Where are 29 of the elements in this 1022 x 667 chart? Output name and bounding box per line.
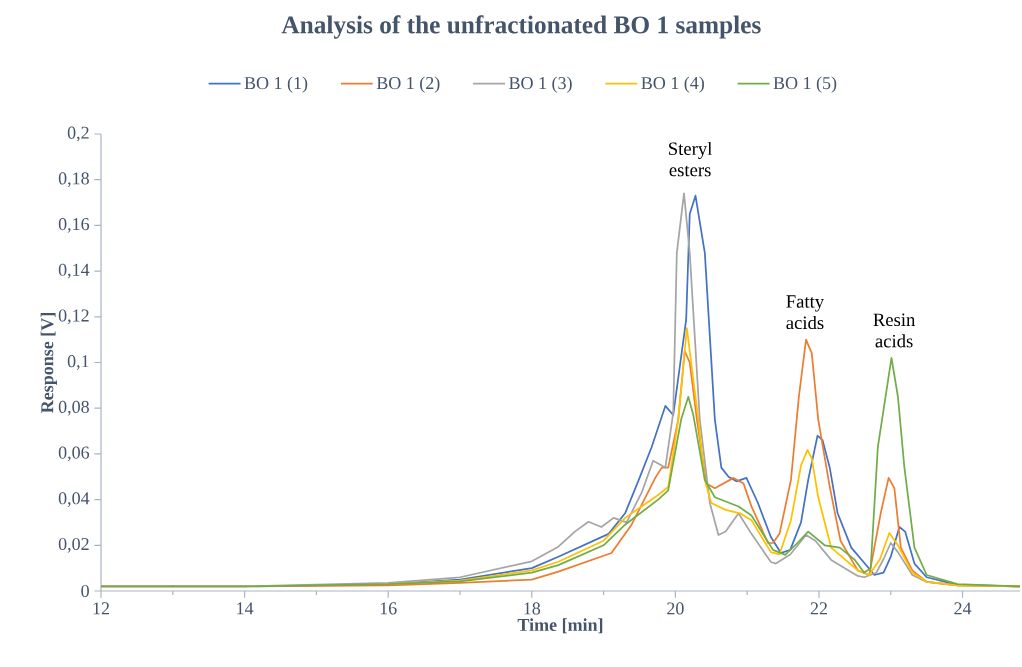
legend-label: BO 1 (5) <box>773 76 837 93</box>
y-axis-title: Response [V] <box>40 313 57 413</box>
x-tick-label: 24 <box>954 602 972 615</box>
annotation: Fatty acids <box>786 295 825 330</box>
y-tick-label: 0,12 <box>58 309 89 325</box>
x-tick-label: 16 <box>380 602 397 615</box>
x-tick-label: 18 <box>524 602 541 615</box>
legend-label: BO 1 (4) <box>641 76 704 93</box>
y-tick-label: 0,06 <box>58 446 90 462</box>
y-tick-label: 0,1 <box>67 355 89 370</box>
x-tick-label: 14 <box>237 602 254 615</box>
chart-title: Analysis of the unfractionated BO 1 samples <box>281 15 761 39</box>
legend-label: BO 1 (1) <box>244 76 308 93</box>
y-tick-label: 0,02 <box>58 537 89 553</box>
y-tick-label: 0,18 <box>58 172 89 188</box>
annotation: Resin acids <box>873 313 916 348</box>
y-tick-label: 0,04 <box>58 492 90 507</box>
y-tick-label: 0,2 <box>67 126 89 142</box>
y-tick-label: 0 <box>81 584 89 598</box>
y-tick-label: 0,08 <box>58 400 89 416</box>
x-tick-label: 12 <box>93 602 110 615</box>
legend-label: BO 1 (2) <box>376 76 440 93</box>
y-tick-label: 0,16 <box>58 218 90 233</box>
legend-label: BO 1 (3) <box>509 76 572 93</box>
x-axis-title: Time [min] <box>517 618 603 634</box>
annotation: Steryl esters <box>669 141 713 177</box>
x-tick-label: 20 <box>667 602 684 615</box>
y-tick-label: 0,14 <box>58 263 90 279</box>
x-tick-label: 22 <box>810 602 827 615</box>
